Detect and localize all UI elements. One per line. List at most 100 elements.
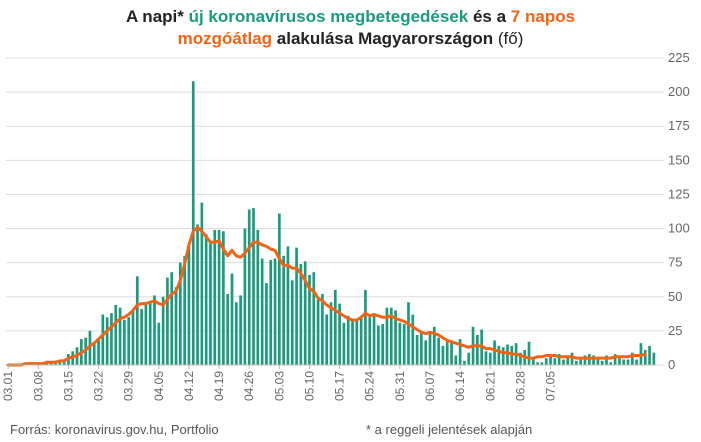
title-part3: és a [468,7,511,26]
bar [394,310,397,365]
bar [153,295,156,365]
bar [295,247,298,365]
bar [630,352,634,365]
bar [338,303,341,365]
bar [114,304,118,365]
x-tick-label: 03.15 [61,371,75,401]
bar [635,359,638,365]
bar [260,258,264,365]
bar [626,359,630,365]
bar [531,359,535,365]
x-tick-label: 03.29 [122,371,136,401]
bar [506,344,509,365]
bar [420,332,423,365]
x-tick-label: 03.22 [92,371,106,401]
x-tick-label: 07.05 [544,371,558,401]
bar-series [24,81,656,365]
bar [445,341,449,365]
bar [135,276,139,365]
bar [643,349,647,365]
x-tick-label: 06.14 [453,371,467,401]
bar [127,317,131,365]
bar [562,359,565,365]
source-text: Forrás: koronavirus.gov.hu, Portfolio [10,422,219,437]
y-tick-label: 100 [668,221,690,236]
bar [519,352,522,365]
chart-title: A napi* új koronavírusos megbetegedések … [0,6,701,50]
bar [613,354,617,365]
y-tick-label: 25 [668,323,682,338]
bar [583,355,587,365]
moving-average-series [6,225,647,367]
bar [553,358,557,365]
bar [316,299,320,365]
y-tick-label: 50 [668,289,682,304]
bar [579,359,583,365]
bar [200,202,204,365]
x-tick-label: 03.01 [1,371,15,401]
bar [325,314,329,365]
bar [265,283,268,365]
y-tick-label: 125 [668,186,690,201]
bar [187,243,191,365]
bar [372,313,376,365]
bar [148,303,152,365]
bar [105,317,109,365]
bar [458,339,462,365]
bar [234,302,238,365]
bar [441,345,445,365]
x-tick-label: 04.26 [242,371,256,401]
bar [609,362,613,365]
bar [204,234,208,365]
x-tick-label: 05.10 [302,371,316,401]
bar [484,351,488,365]
bar [368,317,372,365]
bar [144,302,148,365]
y-tick-label: 200 [668,84,690,99]
bar [424,340,428,365]
bar [398,322,402,365]
bar [570,352,574,365]
bar [592,355,595,365]
bar [600,360,604,365]
bar [549,355,552,365]
bar [269,259,273,365]
bar [622,359,626,365]
bar [618,358,621,365]
x-axis: 03.01 03.08 03.15 03.22 03.29 04.05 04.12 04.19… [1,364,656,401]
title-line-1: A napi* új koronavírusos megbetegedések … [0,6,701,28]
bar [97,339,100,365]
title-part7: (fő) [493,29,524,48]
title-part5: mozgóátlag [177,29,273,48]
bar [230,273,234,365]
bar [351,318,354,365]
bar [123,319,126,365]
bar [290,280,294,365]
bar [652,352,656,365]
bar [118,307,122,365]
bar [273,258,277,365]
bar [92,341,96,365]
bar [333,289,337,365]
bar [161,296,165,365]
bar [252,208,255,365]
bar [575,360,578,365]
bar [131,309,135,365]
x-tick-label: 03.08 [31,371,45,401]
bar [62,360,66,365]
bar [303,261,307,365]
bar [209,240,212,365]
bar [110,313,113,365]
x-tick-label: 06.21 [483,371,497,401]
x-tick-label: 06.28 [513,371,527,401]
bar [497,345,501,365]
bar [377,325,380,365]
title-part2: új koronavírusos megbetegedések [188,7,469,26]
x-tick-label: 04.05 [152,371,166,401]
y-tick-label: 75 [668,255,682,270]
bar [428,333,432,365]
bar [648,345,651,365]
bar [299,264,303,365]
bar [256,229,260,365]
